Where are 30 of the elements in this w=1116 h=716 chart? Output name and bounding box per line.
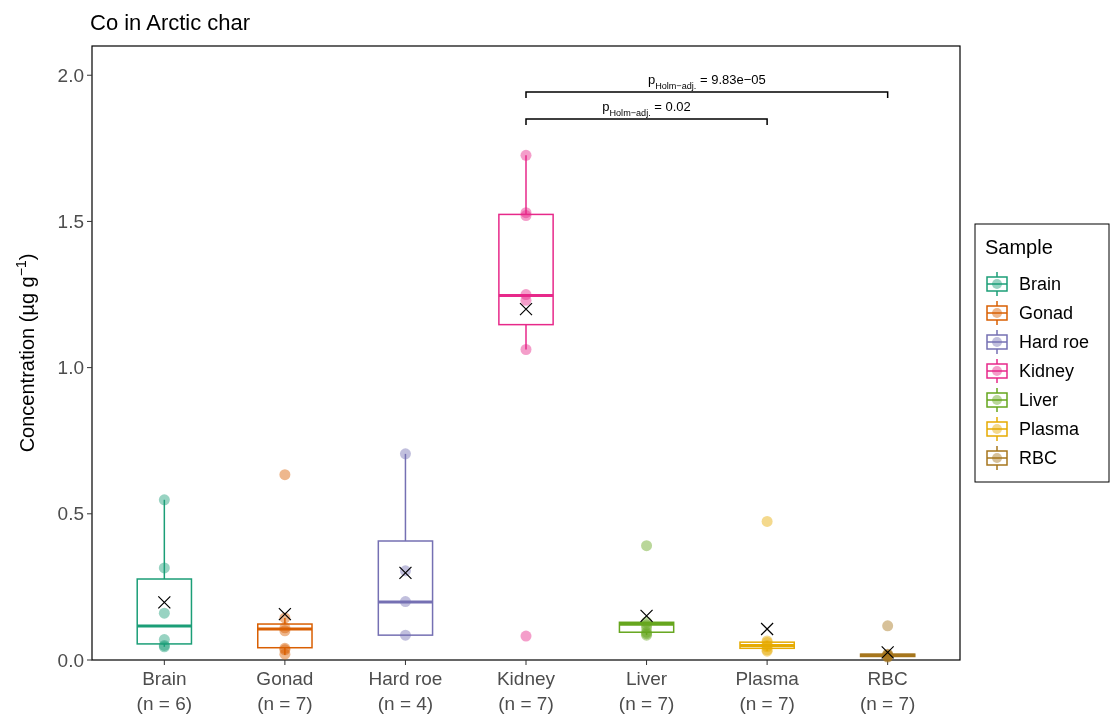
annotation: p$_{Holm−adj.}$ = 9.83e−05	[647, 72, 766, 91]
legend-label: Plasma	[1019, 419, 1081, 440]
legend-label: Kidney	[1019, 361, 1075, 382]
x-tick-label: Plasma	[735, 668, 800, 689]
y-tick-label: 2.0	[57, 64, 84, 86]
text: (n = 4)	[377, 693, 434, 714]
legend-label: Hard roe	[1019, 332, 1090, 353]
text: (n = 7)	[859, 693, 916, 714]
x-tick-label: RBC	[867, 668, 908, 689]
text: (n = 7)	[498, 693, 554, 714]
chart-title: Co in Arctic char	[90, 10, 251, 35]
x-tick-label: Gonad	[256, 668, 314, 689]
x-tick-label: Liver	[625, 668, 668, 689]
legend-label: Gonad	[1019, 303, 1074, 324]
y-tick-label: 1.5	[57, 211, 84, 233]
legend-label: Brain	[1019, 274, 1062, 295]
y-tick-label: 0.0	[57, 649, 84, 671]
annotation: p$_{Holm−adj.}$ = 0.02	[602, 99, 691, 118]
y-tick-label: 1.0	[57, 357, 84, 379]
legend-label: RBC	[1019, 448, 1058, 469]
text: (n = 6)	[136, 693, 193, 714]
text: (n = 7)	[739, 693, 795, 714]
x-tick-label: Hard roe	[368, 668, 443, 689]
text: (n = 7)	[257, 693, 313, 714]
y-tick-label: 0.5	[57, 503, 84, 525]
x-tick-label: Kidney	[496, 668, 556, 689]
legend-title: Sample	[985, 236, 1053, 258]
legend-label: Liver	[1019, 390, 1059, 411]
text: (n = 7)	[618, 693, 675, 714]
x-tick-label: Brain	[142, 668, 187, 689]
